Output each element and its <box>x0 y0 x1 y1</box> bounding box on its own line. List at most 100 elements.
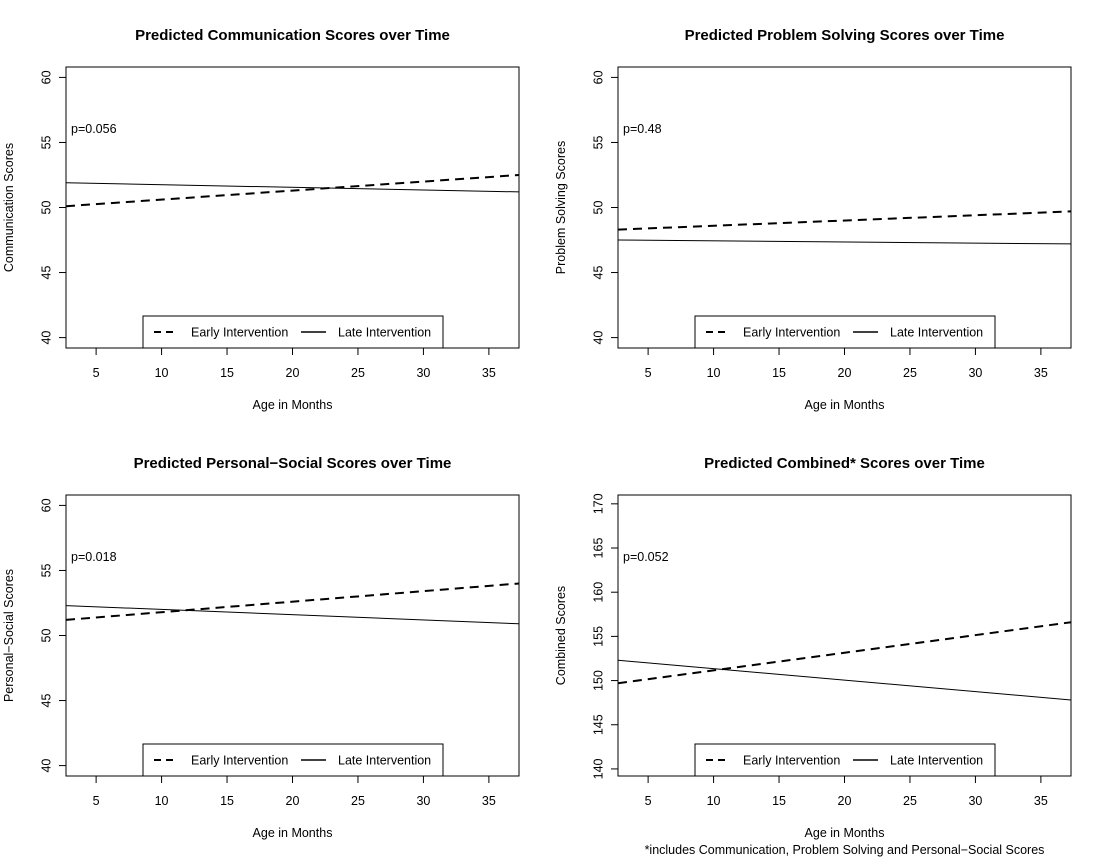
plot-frame <box>65 66 520 349</box>
late-intervention-line <box>65 182 520 193</box>
legend-box <box>694 315 996 349</box>
x-tick-label: 30 <box>968 794 982 808</box>
y-tick-label: 165 <box>591 538 605 559</box>
legend-box <box>142 315 444 349</box>
x-axis-label: Age in Months <box>805 398 885 412</box>
y-tick-label: 160 <box>591 582 605 603</box>
y-tick-label: 50 <box>39 629 53 643</box>
y-tick-label: 145 <box>591 714 605 735</box>
legend-entry-late: Late Intervention <box>890 326 983 340</box>
legend-entry-early: Early Intervention <box>743 326 840 340</box>
x-tick-label: 35 <box>1034 366 1048 380</box>
legend-box <box>142 743 444 777</box>
footnote: *includes Communication, Problem Solving… <box>645 843 1045 857</box>
chart-panel-2: Predicted Problem Solving Scores over Ti… <box>554 27 1072 412</box>
y-axis-label: Combined Scores <box>554 586 568 685</box>
chart-panel-4: Predicted Combined* Scores over Time 5 10 1… <box>554 455 1072 857</box>
p-value-annotation: p=0.052 <box>623 550 669 564</box>
chart-title: Predicted Communication Scores over Time <box>135 27 450 44</box>
late-intervention-line <box>617 239 1072 245</box>
legend-entry-early: Early Intervention <box>743 754 840 768</box>
legend-entry-late: Late Intervention <box>338 754 431 768</box>
x-tick-label: 35 <box>482 366 496 380</box>
x-axis-label: Age in Months <box>253 398 333 412</box>
x-tick-label: 15 <box>220 794 234 808</box>
x-tick-label: 5 <box>93 366 100 380</box>
x-tick-label: 25 <box>903 366 917 380</box>
plot-frame <box>617 66 1072 349</box>
early-intervention-line <box>65 173 520 208</box>
y-tick-label: 140 <box>591 758 605 779</box>
late-intervention-line <box>65 605 520 625</box>
y-tick-label: 45 <box>591 266 605 280</box>
y-tick-label: 150 <box>591 670 605 691</box>
legend-entry-late: Late Intervention <box>890 754 983 768</box>
p-value-annotation: p=0.056 <box>71 122 117 136</box>
y-axis-label: Communication Scores <box>2 143 16 272</box>
x-tick-label: 30 <box>968 366 982 380</box>
x-tick-label: 10 <box>707 366 721 380</box>
y-tick-label: 60 <box>39 498 53 512</box>
x-tick-label: 15 <box>220 366 234 380</box>
y-tick-label: 50 <box>591 201 605 215</box>
y-tick-label: 45 <box>39 694 53 708</box>
x-tick-label: 10 <box>155 366 169 380</box>
plot-frame <box>65 494 520 777</box>
legend: Early Intervention Late Intervention <box>142 315 444 349</box>
y-axis-label: Personal−Social Scores <box>2 569 16 702</box>
x-tick-label: 15 <box>772 794 786 808</box>
p-value-annotation: p=0.48 <box>623 122 662 136</box>
legend-entry-late: Late Intervention <box>338 326 431 340</box>
x-tick-label: 35 <box>1034 794 1048 808</box>
plot-frame <box>617 494 1072 777</box>
x-tick-label: 20 <box>286 794 300 808</box>
legend: Early Intervention Late Intervention <box>142 743 444 777</box>
chart-title: Predicted Problem Solving Scores over Ti… <box>685 27 1005 44</box>
y-tick-label: 55 <box>39 135 53 149</box>
x-tick-label: 25 <box>351 366 365 380</box>
x-axis-label: Age in Months <box>253 826 333 840</box>
y-tick-label: 55 <box>39 563 53 577</box>
x-tick-label: 35 <box>482 794 496 808</box>
x-tick-label: 25 <box>903 794 917 808</box>
x-tick-label: 20 <box>286 366 300 380</box>
x-tick-label: 5 <box>645 366 652 380</box>
y-tick-label: 40 <box>591 331 605 345</box>
chart-title: Predicted Personal−Social Scores over Ti… <box>134 455 452 472</box>
y-tick-label: 40 <box>39 759 53 773</box>
legend: Early Intervention Late Intervention <box>694 315 996 349</box>
chart-panel-3: Predicted Personal−Social Scores over Ti… <box>2 455 520 840</box>
legend-entry-early: Early Intervention <box>191 326 288 340</box>
early-intervention-line <box>65 582 520 621</box>
y-tick-label: 55 <box>591 135 605 149</box>
legend-box <box>694 743 996 777</box>
early-intervention-line <box>617 621 1072 685</box>
x-tick-label: 25 <box>351 794 365 808</box>
x-tick-label: 30 <box>416 366 430 380</box>
y-tick-label: 170 <box>591 493 605 514</box>
legend: Early Intervention Late Intervention <box>694 743 996 777</box>
x-tick-label: 10 <box>155 794 169 808</box>
x-tick-label: 20 <box>838 794 852 808</box>
y-tick-label: 40 <box>39 331 53 345</box>
p-value-annotation: p=0.018 <box>71 550 117 564</box>
y-tick-label: 45 <box>39 266 53 280</box>
early-intervention-line <box>617 210 1072 231</box>
y-tick-label: 60 <box>591 70 605 84</box>
late-intervention-line <box>617 659 1072 701</box>
y-tick-label: 155 <box>591 626 605 647</box>
chart-title: Predicted Combined* Scores over Time <box>704 455 985 472</box>
x-axis-label: Age in Months <box>805 826 885 840</box>
y-tick-label: 60 <box>39 70 53 84</box>
x-tick-label: 20 <box>838 366 852 380</box>
x-tick-label: 5 <box>645 794 652 808</box>
x-tick-label: 5 <box>93 794 100 808</box>
x-tick-label: 10 <box>707 794 721 808</box>
y-tick-label: 50 <box>39 201 53 215</box>
chart-panel-1: Predicted Communication Scores over Time… <box>2 27 520 412</box>
x-tick-label: 30 <box>416 794 430 808</box>
y-axis-label: Problem Solving Scores <box>554 141 568 274</box>
x-tick-label: 15 <box>772 366 786 380</box>
legend-entry-early: Early Intervention <box>191 754 288 768</box>
